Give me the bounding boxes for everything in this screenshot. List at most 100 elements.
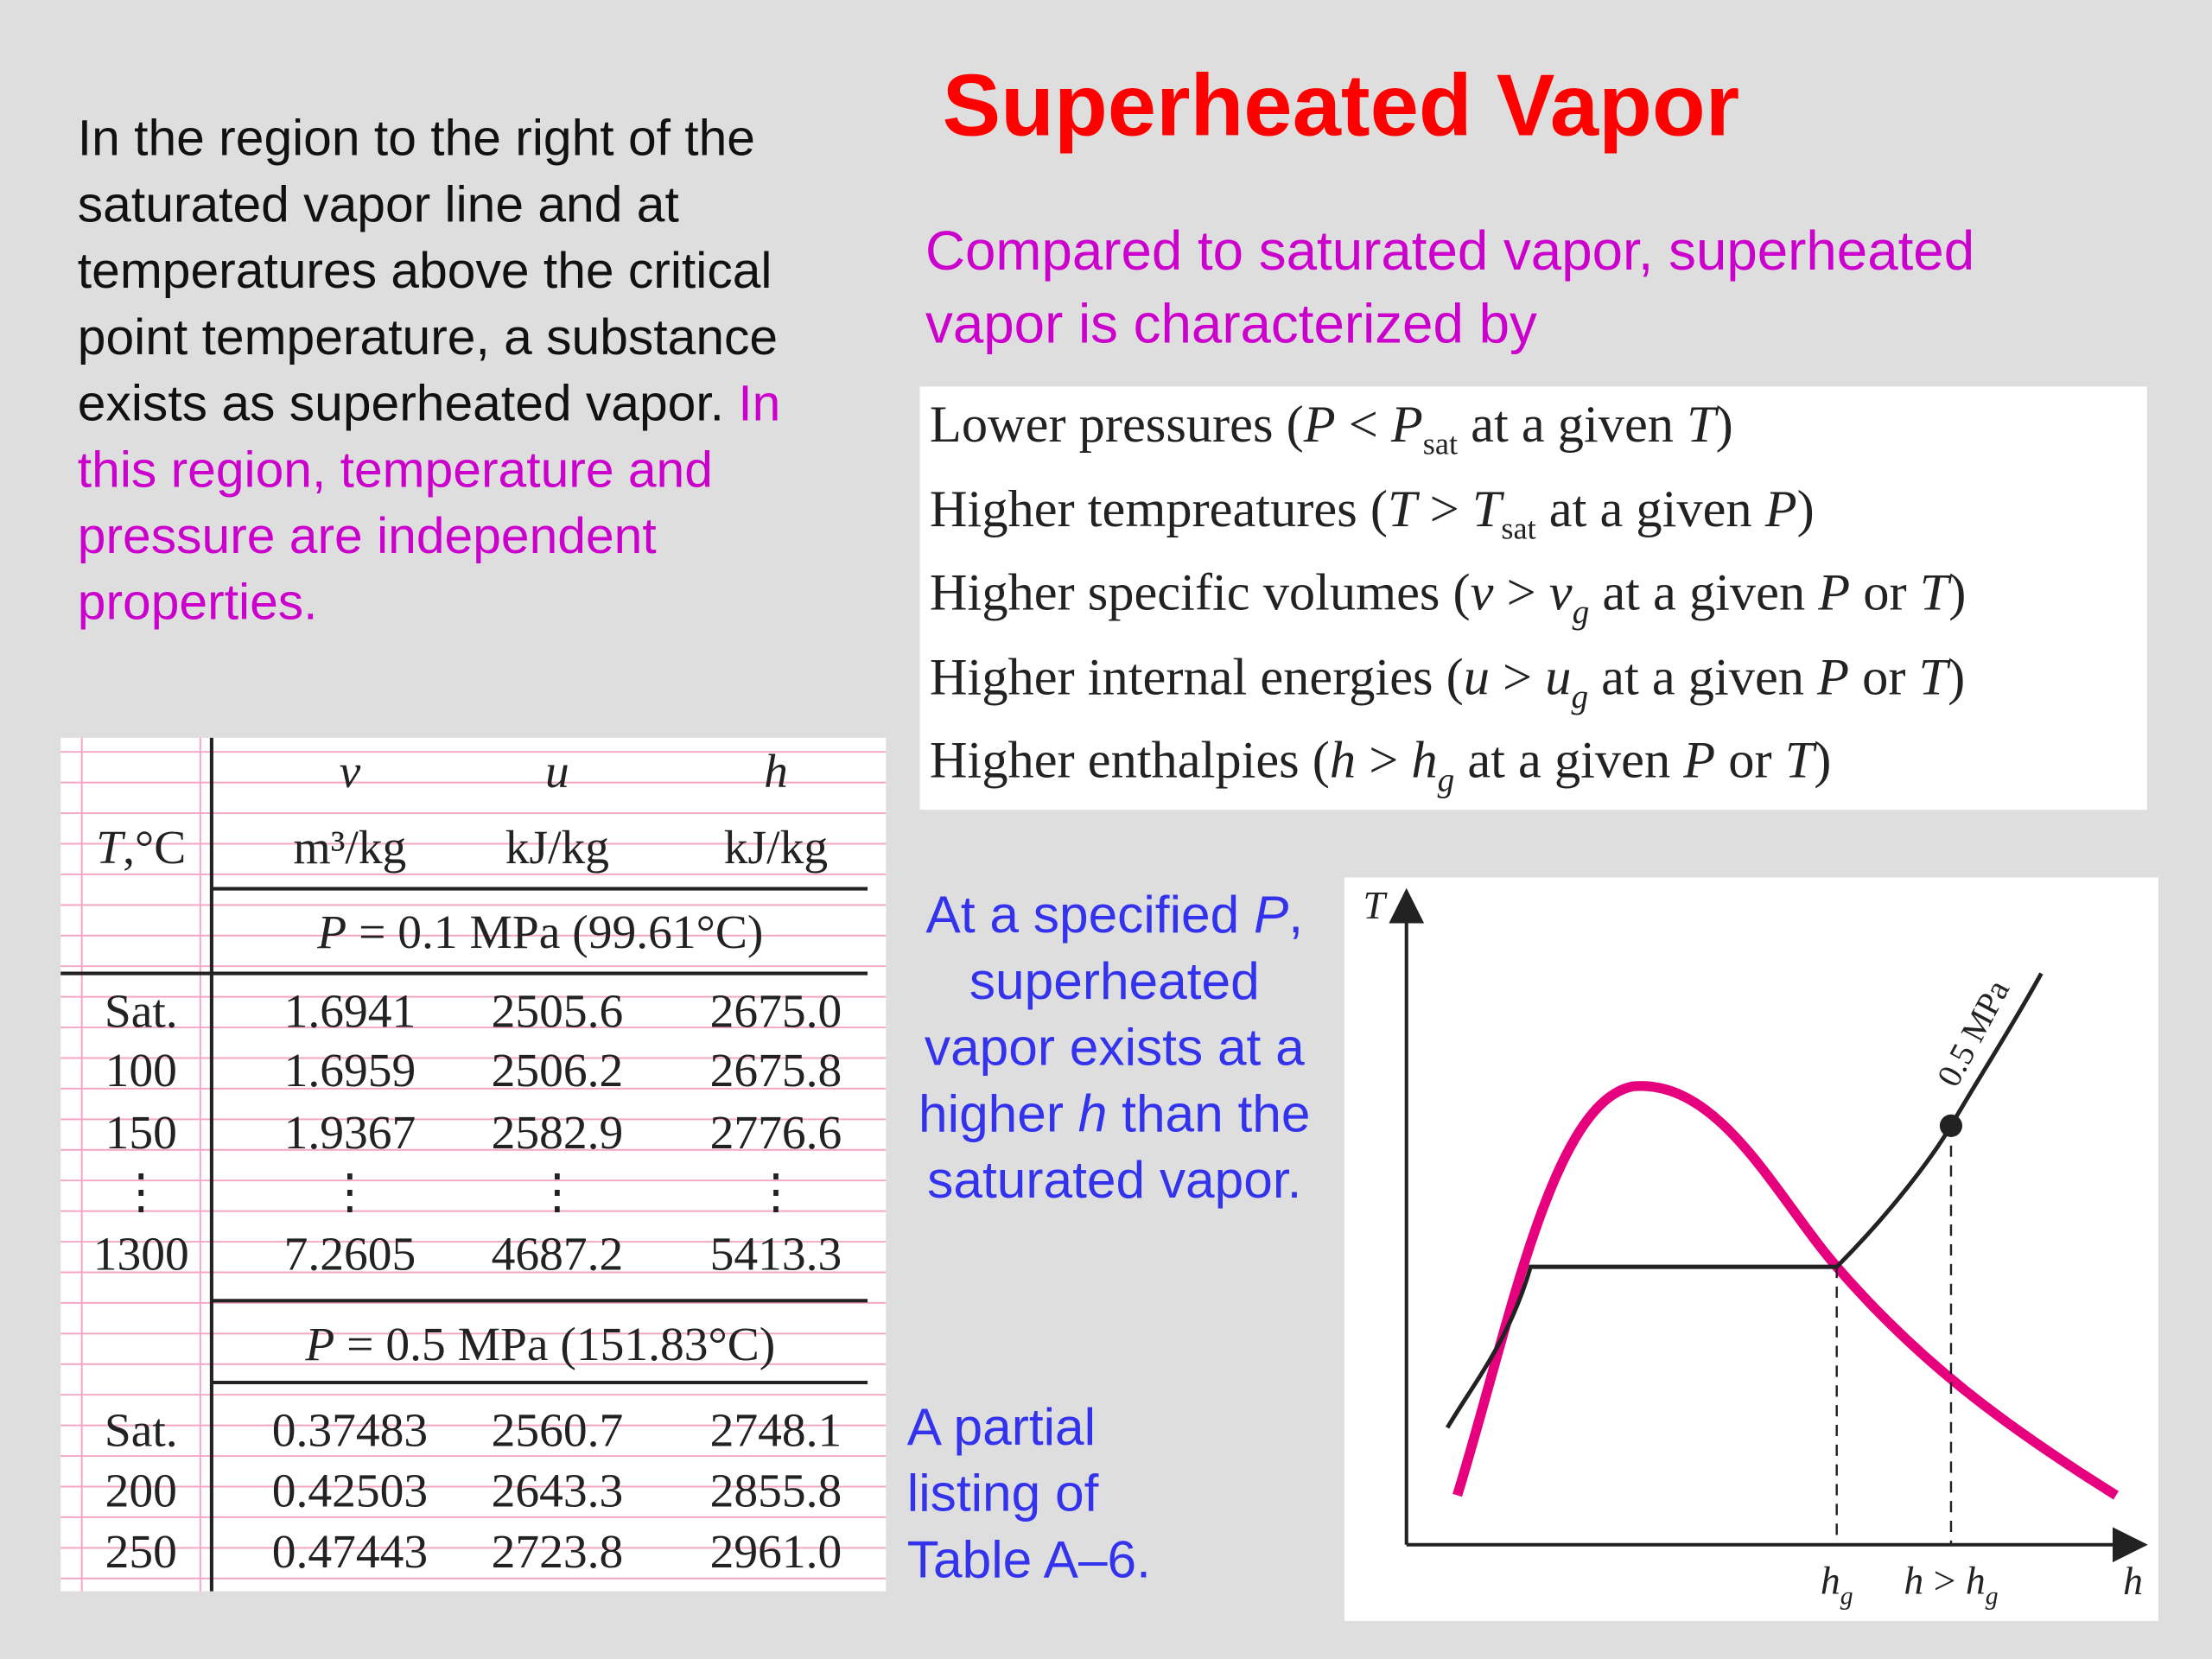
- table-lines: [60, 737, 868, 1592]
- text-segment: at a given: [1589, 564, 1819, 622]
- text-segment: Higher specific volumes (: [929, 564, 1471, 622]
- text-segment: ): [1948, 564, 1967, 622]
- text-segment: P: [1817, 648, 1850, 707]
- text-segment: ,°C: [123, 822, 187, 875]
- column-header: m³/kg: [294, 823, 407, 876]
- text-segment: sat: [1501, 509, 1536, 545]
- text-segment: m³/kg: [293, 822, 407, 875]
- column-symbol: v: [339, 746, 361, 799]
- text-segment: at a given: [1454, 732, 1684, 791]
- text-segment: >: [1493, 564, 1549, 622]
- subtitle: Compared to saturated vapor, superheated…: [925, 221, 1975, 356]
- text-segment: h: [1904, 1560, 1924, 1605]
- table-cell: 150: [105, 1107, 177, 1160]
- text-segment: P: [305, 1319, 335, 1371]
- table-cell: 2505.6: [491, 986, 624, 1039]
- text-segment: h: [1965, 1560, 1986, 1605]
- text-segment: v: [1470, 564, 1494, 622]
- property-item: Higher specific volumes (v > vg at a giv…: [930, 563, 1967, 632]
- text-segment: T: [1687, 396, 1716, 454]
- table-cell: 1.9367: [283, 1107, 416, 1160]
- property-item: Higher internal energies (u > ug at a gi…: [930, 647, 1965, 717]
- text-segment: T: [1918, 648, 1948, 707]
- table-cell: 0.42503: [271, 1465, 429, 1518]
- text-segment: at a given: [1535, 480, 1765, 538]
- diagram: [1389, 887, 2148, 1563]
- table-cell: 250: [105, 1526, 177, 1579]
- property-item: Higher enthalpies (h > hg at a given P o…: [930, 731, 1832, 801]
- text-segment: h: [1329, 732, 1357, 791]
- text-segment: P: [1818, 564, 1851, 622]
- table-cell: 100: [105, 1045, 177, 1098]
- table-cell: 2506.2: [491, 1045, 624, 1098]
- table-cell: 2748.1: [709, 1405, 842, 1458]
- text-segment: h: [1077, 1084, 1108, 1143]
- text-segment: v: [1548, 564, 1573, 622]
- text-segment: P: [317, 906, 347, 960]
- text-segment: P: [1303, 396, 1336, 454]
- table-cell: 2675.8: [709, 1045, 842, 1098]
- property-item: Lower pressures (P < Psat at a given T): [930, 395, 1733, 462]
- title: Superheated Vapor: [942, 57, 1740, 156]
- tick-label: h > hg: [1904, 1560, 1998, 1611]
- text-segment: or: [1715, 732, 1785, 791]
- text-segment: g: [1572, 594, 1590, 632]
- text-segment: h: [1820, 1560, 1840, 1605]
- property-box: Lower pressures (P < Psat at a given T) H…: [919, 386, 2147, 810]
- table-cell: 2723.8: [491, 1526, 624, 1579]
- table-cell: 2560.7: [491, 1405, 624, 1458]
- table-cell: ⋮: [326, 1166, 374, 1219]
- table-cell: ⋮: [117, 1166, 166, 1219]
- table-cell: 0.37483: [271, 1405, 429, 1458]
- text-segment: >: [1416, 480, 1472, 538]
- text-segment: or: [1849, 648, 1919, 707]
- text-segment: Higher enthalpies (: [929, 732, 1330, 791]
- text-segment: at a given: [1458, 396, 1688, 454]
- text-segment: P: [1683, 732, 1716, 791]
- tick-label: hg: [1821, 1560, 1853, 1611]
- table-cell: 2643.3: [491, 1465, 624, 1518]
- table-cell: 1.6959: [283, 1045, 416, 1098]
- text-segment: T: [96, 822, 124, 875]
- saturation-dome: [1452, 1081, 2120, 1500]
- isobar: [1445, 972, 2044, 1429]
- column-symbol: h: [764, 746, 788, 799]
- text-segment: <: [1335, 396, 1391, 454]
- table-cell: 2961.0: [709, 1526, 842, 1579]
- column-header: kJ/kg: [505, 823, 609, 876]
- text-segment: ): [1796, 480, 1815, 538]
- table-cell: 7.2605: [283, 1229, 416, 1281]
- column-header: kJ/kg: [724, 823, 828, 876]
- text-segment: P: [1390, 396, 1423, 454]
- table-cell: 4687.2: [491, 1229, 624, 1281]
- x-axis-label: h: [2123, 1560, 2143, 1605]
- text-segment: at a given: [1588, 648, 1818, 707]
- text-segment: T: [1471, 480, 1502, 538]
- table-cell: 200: [105, 1465, 177, 1518]
- section-label: P = 0.1 MPa (99.61°C): [317, 907, 763, 961]
- text-segment: ): [1715, 396, 1733, 454]
- text-segment: than the saturated vapor.: [927, 1084, 1311, 1210]
- text-segment: Higher tempreatures (: [929, 480, 1388, 538]
- column-symbol: u: [545, 746, 569, 799]
- text-segment: g: [1437, 762, 1455, 800]
- text-segment: = 0.1 MPa (99.61°C): [346, 906, 764, 960]
- text-segment: = 0.5 MPa (151.83°C): [334, 1319, 776, 1371]
- text-segment: T: [1387, 480, 1417, 538]
- section-label: P = 0.5 MPa (151.83°C): [305, 1319, 775, 1373]
- text-segment: kJ/kg: [723, 822, 829, 875]
- text-segment: T: [1919, 564, 1949, 622]
- text-segment: g: [1985, 1581, 1999, 1611]
- text-segment: g: [1840, 1581, 1853, 1611]
- text-segment: sat: [1422, 425, 1459, 461]
- text-segment: In the region to the right of the satura…: [77, 108, 779, 432]
- text-segment: , superheated vapor exists at a higher: [918, 886, 1305, 1143]
- text-segment: or: [1850, 564, 1920, 622]
- table-cell: 2776.6: [709, 1107, 842, 1160]
- text-segment: P: [1764, 480, 1797, 538]
- text-segment: >: [1923, 1560, 1966, 1605]
- table-cell: Sat.: [104, 1405, 178, 1458]
